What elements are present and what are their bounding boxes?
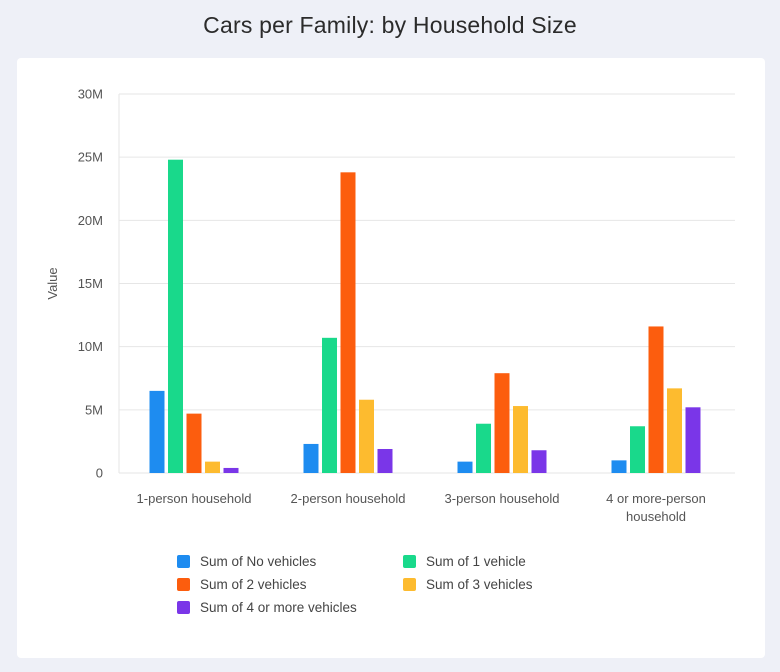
legend-item[interactable]: Sum of No vehicles xyxy=(177,554,316,569)
bar xyxy=(494,373,510,473)
y-tick-label: 0 xyxy=(96,466,103,481)
legend-item[interactable]: Sum of 2 vehicles xyxy=(177,577,307,592)
bar xyxy=(340,172,356,473)
bar xyxy=(476,423,491,473)
bar xyxy=(168,159,183,473)
chart-plot: 0 5M 10M 15M 20M 25M 30M Value 1-person househol… xyxy=(45,87,735,524)
y-tick-label: 25M xyxy=(78,150,103,165)
legend-item[interactable]: Sum of 3 vehicles xyxy=(403,577,533,592)
chart-card: 0 5M 10M 15M 20M 25M 30M Value 1-person househol… xyxy=(17,58,765,658)
bar xyxy=(223,467,239,473)
x-tick-label: 4 or more-person household xyxy=(606,491,706,524)
y-tick-label: 5M xyxy=(85,402,103,417)
bar xyxy=(322,337,337,473)
legend-swatch xyxy=(177,601,190,614)
x-tick-label: 1-person household xyxy=(137,491,252,506)
bar xyxy=(685,407,701,473)
y-tick-label: 15M xyxy=(78,276,103,291)
legend-label: Sum of 4 or more vehicles xyxy=(200,600,357,615)
legend-swatch xyxy=(403,555,416,568)
chart-title: Cars per Family: by Household Size xyxy=(203,12,577,38)
bar xyxy=(630,426,645,473)
legend-label: Sum of 2 vehicles xyxy=(200,577,307,592)
x-tick-label: 3-person household xyxy=(445,491,560,506)
bar xyxy=(667,388,682,473)
legend-item[interactable]: Sum of 4 or more vehicles xyxy=(177,600,357,615)
y-tick-label: 20M xyxy=(78,213,103,228)
bar xyxy=(303,443,319,473)
y-tick-label: 30M xyxy=(78,87,103,102)
bar xyxy=(186,413,202,473)
bar xyxy=(648,326,664,473)
legend-label: Sum of 1 vehicle xyxy=(426,554,526,569)
bar xyxy=(531,450,547,473)
bar xyxy=(377,448,393,473)
legend-swatch xyxy=(403,578,416,591)
y-axis-label: Value xyxy=(45,267,60,299)
bar xyxy=(513,406,528,473)
bar xyxy=(457,461,473,473)
bar xyxy=(359,399,374,473)
y-tick-label: 10M xyxy=(78,339,103,354)
bar xyxy=(611,460,627,473)
legend-swatch xyxy=(177,578,190,591)
legend-swatch xyxy=(177,555,190,568)
legend-label: Sum of No vehicles xyxy=(200,554,317,569)
bar xyxy=(205,461,220,473)
legend-item[interactable]: Sum of 1 vehicle xyxy=(403,554,526,569)
bar xyxy=(149,390,165,473)
x-tick-label: 2-person household xyxy=(291,491,406,506)
legend-label: Sum of 3 vehicles xyxy=(426,577,533,592)
